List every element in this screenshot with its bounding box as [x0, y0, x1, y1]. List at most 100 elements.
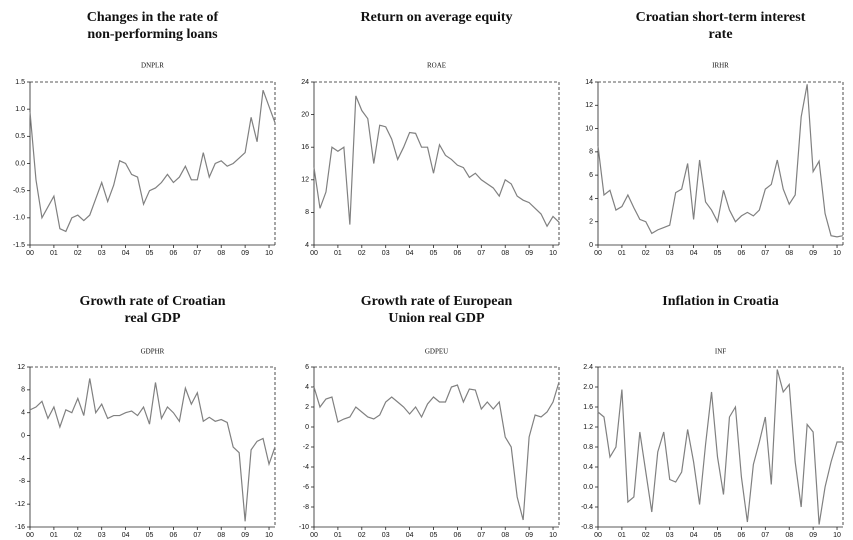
y-tick-label: 8 [305, 209, 309, 216]
chart-title: Growth rate of Croatian [79, 294, 225, 309]
y-tick-label: -2 [303, 444, 309, 451]
y-tick-label: 0.0 [583, 484, 593, 491]
y-tick-label: 4 [305, 384, 309, 391]
x-tick-label: 04 [690, 532, 698, 539]
x-tick-label: 09 [809, 532, 817, 539]
x-tick-label: 02 [74, 250, 82, 257]
x-tick-label: 09 [525, 250, 533, 257]
x-tick-label: 06 [738, 532, 746, 539]
x-tick-label: 03 [382, 250, 390, 257]
chart-subtitle: DNPLR [141, 62, 164, 70]
y-tick-label: -0.8 [581, 524, 593, 531]
x-tick-label: 00 [310, 250, 318, 257]
x-tick-label: 02 [74, 532, 82, 539]
x-tick-label: 07 [477, 250, 485, 257]
y-tick-label: 4 [589, 195, 593, 202]
chart-subtitle: INF [715, 348, 726, 356]
x-tick-label: 05 [430, 532, 438, 539]
y-tick-label: 1.2 [583, 424, 593, 431]
x-tick-label: 00 [26, 532, 34, 539]
y-tick-label: 1.0 [15, 106, 25, 113]
chart-subtitle: IRHR [712, 62, 729, 70]
y-tick-label: -6 [303, 484, 309, 491]
y-tick-label: -1.0 [13, 215, 25, 222]
x-tick-label: 06 [454, 532, 462, 539]
x-tick-label: 04 [406, 532, 414, 539]
y-tick-label: 24 [301, 79, 309, 86]
x-tick-label: 06 [170, 250, 178, 257]
x-tick-label: 10 [833, 532, 841, 539]
y-tick-label: 0.4 [583, 464, 593, 471]
x-tick-label: 05 [714, 532, 722, 539]
x-tick-label: 10 [265, 532, 273, 539]
x-tick-label: 03 [666, 532, 674, 539]
x-tick-label: 10 [549, 250, 557, 257]
chart-title: Union real GDP [388, 311, 485, 326]
y-tick-label: -0.4 [581, 504, 593, 511]
x-tick-label: 06 [738, 250, 746, 257]
x-tick-label: 07 [193, 250, 201, 257]
x-tick-label: 04 [690, 250, 698, 257]
y-tick-label: -1.5 [13, 242, 25, 249]
x-tick-label: 08 [217, 532, 225, 539]
chart-title: Return on average equity [360, 10, 512, 25]
y-tick-label: 0.0 [15, 160, 25, 167]
y-tick-label: 4 [21, 410, 25, 417]
y-tick-label: 12 [585, 102, 593, 109]
chart-subtitle: ROAE [427, 62, 446, 70]
chart-subtitle: GDPEU [425, 348, 448, 356]
y-tick-label: 8 [589, 149, 593, 156]
y-tick-label: 2.4 [583, 364, 593, 371]
x-tick-label: 00 [594, 250, 602, 257]
x-tick-label: 00 [26, 250, 34, 257]
y-tick-label: 2 [589, 219, 593, 226]
x-tick-label: 08 [217, 250, 225, 257]
x-tick-label: 01 [334, 532, 342, 539]
series-line [29, 378, 276, 522]
y-tick-label: 0 [21, 432, 25, 439]
x-tick-label: 01 [618, 250, 626, 257]
x-tick-label: 04 [122, 532, 130, 539]
x-tick-label: 08 [785, 532, 793, 539]
y-tick-label: 0 [589, 242, 593, 249]
x-tick-label: 09 [809, 250, 817, 257]
y-tick-label: 20 [301, 111, 309, 118]
chart-title: real GDP [124, 311, 181, 326]
x-tick-label: 07 [477, 532, 485, 539]
x-tick-label: 08 [501, 532, 509, 539]
x-tick-label: 02 [358, 250, 366, 257]
x-tick-label: 10 [265, 250, 273, 257]
y-tick-label: -10 [299, 524, 309, 531]
x-tick-label: 02 [642, 532, 650, 539]
x-tick-label: 01 [50, 250, 58, 257]
y-tick-label: -4 [303, 464, 309, 471]
x-tick-label: 06 [454, 250, 462, 257]
series-line [313, 95, 560, 228]
x-tick-label: 08 [501, 250, 509, 257]
chart-title: Changes in the rate of [87, 10, 219, 25]
y-tick-label: 0.8 [583, 444, 593, 451]
x-tick-label: 03 [382, 532, 390, 539]
y-tick-label: 1.6 [583, 404, 593, 411]
series-line [313, 381, 560, 521]
chart-title: Croatian short-term interest [636, 10, 806, 25]
x-tick-label: 04 [122, 250, 130, 257]
y-tick-label: -8 [303, 504, 309, 511]
x-tick-label: 00 [310, 532, 318, 539]
chart-title: Growth rate of European [361, 294, 513, 309]
chart-subtitle: GDPHR [141, 348, 165, 356]
y-tick-label: 2.0 [583, 384, 593, 391]
x-tick-label: 02 [358, 532, 366, 539]
y-tick-label: 12 [17, 364, 25, 371]
x-tick-label: 09 [241, 532, 249, 539]
y-tick-label: 0 [305, 424, 309, 431]
y-tick-label: -12 [15, 501, 25, 508]
x-tick-label: 08 [785, 250, 793, 257]
y-tick-label: 6 [589, 172, 593, 179]
x-tick-label: 10 [549, 532, 557, 539]
x-tick-label: 05 [146, 532, 154, 539]
x-tick-label: 07 [761, 250, 769, 257]
x-tick-label: 05 [146, 250, 154, 257]
series-line [29, 89, 276, 233]
